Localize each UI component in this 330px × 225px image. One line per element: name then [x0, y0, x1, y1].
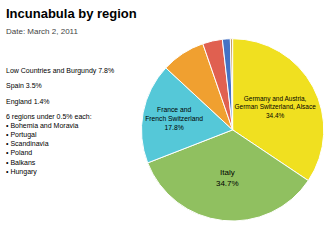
svg-text:England 1.4%: England 1.4% — [6, 98, 50, 106]
svg-text:Low Countries and Burgundy 7.8: Low Countries and Burgundy 7.8% — [6, 67, 114, 75]
svg-text:6 regions under 0.5% each:• Bo: 6 regions under 0.5% each:• Bohemia and … — [6, 113, 92, 176]
svg-text:Date: March 2, 2011: Date: March 2, 2011 — [6, 27, 78, 36]
svg-text:Germany and Austria,German Swi: Germany and Austria,German Switzerland, … — [234, 95, 316, 119]
svg-text:France andFrench Switzerland17: France andFrench Switzerland17.8% — [145, 106, 203, 131]
svg-text:Italy34.7%: Italy34.7% — [216, 168, 239, 187]
svg-text:Incunabula by region: Incunabula by region — [6, 6, 137, 21]
svg-text:Spain 3.5%: Spain 3.5% — [6, 82, 42, 90]
